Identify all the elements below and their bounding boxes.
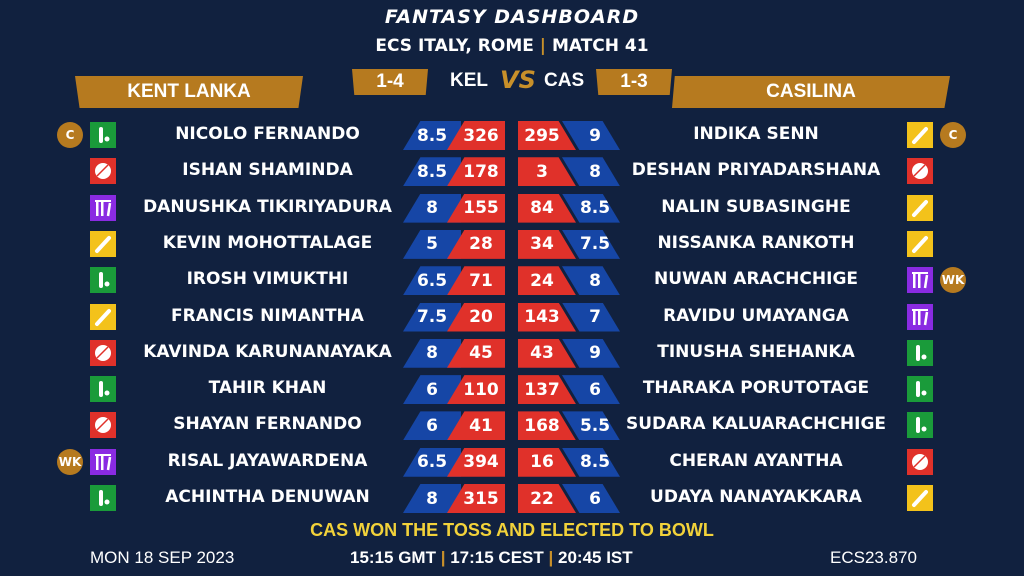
left-player-name: FRANCIS NIMANTHA xyxy=(171,305,364,326)
time-ist: 20:45 IST xyxy=(558,548,633,567)
player-row: SHAYAN FERNANDO 6 41 168 5.5 SUDARA KALUARACH… xyxy=(0,410,1024,441)
right-player-name: SUDARA KALUARACHCHIGE xyxy=(625,414,887,435)
left-player-name: IROSH VIMUKTHI xyxy=(186,269,349,290)
batter-icon xyxy=(907,122,933,148)
time-cest: 17:15 CEST xyxy=(450,548,544,567)
right-player-points: 16 xyxy=(518,447,576,477)
right-player-name: NUWAN ARACHCHIGE xyxy=(653,269,859,290)
bowler-icon xyxy=(90,339,116,366)
right-player-name: UDAYA NANAYAKKARA xyxy=(650,487,862,507)
left-player-name: SHAYAN FERNANDO xyxy=(173,414,362,435)
player-row: KEVIN MOHOTTALAGE 5 28 34 7.5 NISSANKA RANKOT… xyxy=(0,229,1024,259)
right-player-name: TINUSHA SHEHANKA xyxy=(657,341,855,362)
player-row: C NICOLO FERNANDO 8.5 326 295 9 INDIKA SENN C xyxy=(0,120,1024,150)
left-player-points: 315 xyxy=(447,484,505,513)
badge-wk: WK xyxy=(940,267,966,294)
right-team-record: 1-3 xyxy=(596,69,672,95)
left-player-name: DANUSHKA TIKIRIYADURA xyxy=(143,196,392,217)
bowler-icon xyxy=(90,412,116,439)
player-row: IROSH VIMUKTHI 6.5 71 24 8 NUWAN ARACHCHIGE WK xyxy=(0,265,1024,296)
left-player-credit: 6.5 xyxy=(403,266,461,296)
badge-c: C xyxy=(940,122,966,148)
match-subtitle: ECS ITALY, ROME | MATCH 41 xyxy=(375,36,649,56)
left-team-name: KENT LANKA xyxy=(75,76,303,108)
right-player-name: RAVIDU UMAYANGA xyxy=(663,305,849,326)
vs-logo: VS xyxy=(500,66,536,94)
wicketkeeper-icon xyxy=(90,194,116,221)
left-player-name: TAHIR KHAN xyxy=(208,378,327,399)
right-player-name: DESHAN PRIYADARSHANA xyxy=(631,160,881,181)
allrounder-icon xyxy=(90,267,116,294)
allrounder-icon xyxy=(90,376,116,403)
batter-icon xyxy=(90,230,116,257)
allrounder-icon xyxy=(90,485,116,511)
right-player-points: 168 xyxy=(518,411,576,441)
batter-icon xyxy=(90,303,116,330)
badge-wk: WK xyxy=(57,448,83,475)
allrounder-icon xyxy=(907,412,933,439)
player-row: ISHAN SHAMINDA 8.5 178 3 8 DESHAN PRIYADARSHA… xyxy=(0,156,1024,187)
player-row: WK RISAL JAYAWARDENA 6.5 394 16 8.5 CHERAN AYA… xyxy=(0,447,1024,477)
left-player-points: 155 xyxy=(447,193,505,223)
right-player-name: NALIN SUBASINGHE xyxy=(661,196,851,217)
right-player-name: CHERAN AYANTHA xyxy=(669,450,843,471)
allrounder-icon xyxy=(907,376,933,403)
left-team-abbr: KEL xyxy=(450,70,488,91)
player-row: TAHIR KHAN 6 110 137 6 THARAKA PORUTOTAGE xyxy=(0,374,1024,405)
player-row: DANUSHKA TIKIRIYADURA 8 155 84 8.5 NALIN SUBA… xyxy=(0,193,1024,223)
match-code: ECS23.870 xyxy=(830,548,917,567)
right-player-name: NISSANKA RANKOTH xyxy=(657,232,855,253)
time-gmt: 15:15 GMT xyxy=(350,548,436,567)
player-row: KAVINDA KARUNANAYAKA 8 45 43 9 TINUSHA SHEHAN… xyxy=(0,338,1024,368)
allrounder-icon xyxy=(907,339,933,366)
match-date: MON 18 SEP 2023 xyxy=(90,548,235,567)
left-player-name: KAVINDA KARUNANAYAKA xyxy=(143,341,392,362)
wicketkeeper-icon xyxy=(907,267,933,294)
bowler-icon xyxy=(907,158,933,185)
left-player-name: RISAL JAYAWARDENA xyxy=(167,450,368,471)
allrounder-icon xyxy=(90,122,116,148)
left-team-record: 1-4 xyxy=(352,69,428,95)
match-times: 15:15 GMT | 17:15 CEST | 20:45 IST xyxy=(350,548,633,567)
match-number: MATCH 41 xyxy=(551,36,649,56)
wicketkeeper-icon xyxy=(907,303,933,330)
right-player-name: THARAKA PORUTOTAGE xyxy=(642,378,870,399)
wicketkeeper-icon xyxy=(90,448,116,475)
player-row: FRANCIS NIMANTHA 7.5 20 143 7 RAVIDU UMAYANGA xyxy=(0,302,1024,332)
toss-result: CAS WON THE TOSS AND ELECTED TO BOWL xyxy=(310,520,714,540)
left-player-name: ISHAN SHAMINDA xyxy=(182,160,353,181)
bowler-icon xyxy=(907,448,933,475)
right-team-name: CASILINA xyxy=(672,76,950,108)
batter-icon xyxy=(907,230,933,257)
left-player-name: NICOLO FERNANDO xyxy=(175,124,360,144)
right-team-abbr: CAS xyxy=(544,70,585,91)
left-player-name: KEVIN MOHOTTALAGE xyxy=(162,232,373,253)
batter-icon xyxy=(907,485,933,511)
left-player-name: ACHINTHA DENUWAN xyxy=(165,487,370,507)
right-player-name: INDIKA SENN xyxy=(693,124,819,144)
bowler-icon xyxy=(90,158,116,185)
league: ECS ITALY, ROME xyxy=(375,36,534,56)
batter-icon xyxy=(907,194,933,221)
dashboard-title: FANTASY DASHBOARD xyxy=(384,6,640,28)
right-player-points: 24 xyxy=(518,266,576,296)
player-row: ACHINTHA DENUWAN 8 315 22 6 UDAYA NANAYAKKARA xyxy=(0,483,1024,513)
badge-c: C xyxy=(57,122,83,148)
